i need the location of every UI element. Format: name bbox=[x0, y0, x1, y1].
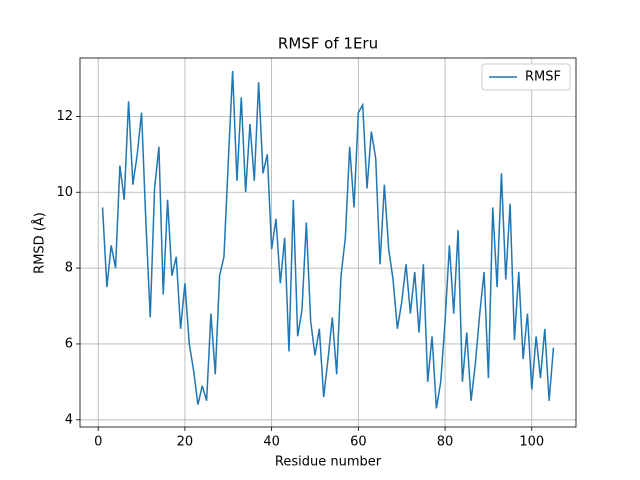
x-tick-label: 60 bbox=[350, 435, 367, 450]
legend-label: RMSF bbox=[525, 70, 561, 85]
x-tick-label: 80 bbox=[437, 435, 454, 450]
y-tick-label: 6 bbox=[65, 336, 73, 351]
x-axis-label: Residue number bbox=[275, 455, 382, 470]
x-tick-label: 20 bbox=[177, 435, 194, 450]
y-tick-label: 4 bbox=[65, 412, 73, 427]
y-axis-label: RMSD (Å) bbox=[32, 212, 48, 274]
x-tick-label: 0 bbox=[94, 435, 102, 450]
legend-box bbox=[481, 63, 571, 91]
x-tick-label: 100 bbox=[519, 435, 544, 450]
chart-title: RMSF of 1Eru bbox=[278, 35, 378, 53]
y-tick-label: 8 bbox=[65, 261, 73, 276]
x-tick-label: 40 bbox=[263, 435, 280, 450]
data-line bbox=[101, 70, 555, 409]
plot-frame bbox=[79, 57, 577, 428]
y-tick-label: 12 bbox=[56, 109, 73, 124]
y-tick-label: 10 bbox=[56, 185, 73, 200]
